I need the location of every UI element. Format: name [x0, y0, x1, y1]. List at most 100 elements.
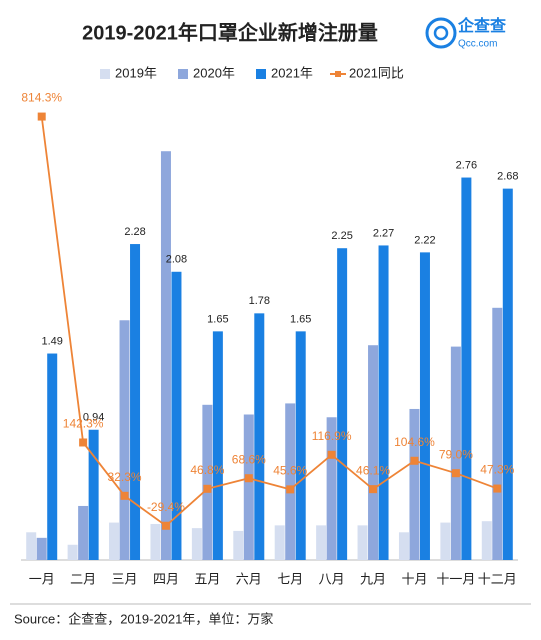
legend-swatch [178, 69, 188, 79]
bar [326, 417, 337, 560]
bar [47, 353, 58, 560]
data-label: 142.3% [63, 417, 104, 431]
bar [419, 252, 430, 560]
brand-name: 企查查 [457, 16, 506, 35]
data-label: 68.6% [232, 452, 266, 466]
data-label: 1.49 [41, 335, 62, 347]
bar [440, 522, 451, 560]
legend-label: 2021年 [271, 65, 313, 80]
bar [171, 271, 182, 560]
bar [285, 403, 296, 560]
line-marker [286, 485, 295, 494]
bar [78, 505, 89, 560]
line-marker [79, 438, 88, 447]
x-tick-label: 七月 [277, 571, 303, 586]
line-marker [493, 484, 502, 493]
data-label: 45.6% [273, 464, 307, 478]
chart-title: 2019-2021年口罩企业新增注册量 [82, 20, 378, 44]
data-label: 2.76 [456, 159, 477, 171]
line-marker [244, 474, 253, 483]
bar [212, 331, 223, 560]
bar [119, 320, 130, 560]
bar [254, 313, 265, 560]
x-tick-label: 一月 [29, 571, 55, 586]
data-label: 32.3% [108, 470, 142, 484]
logo-icon [425, 17, 457, 49]
data-label: 2.22 [414, 234, 435, 246]
line-marker [410, 456, 419, 465]
bar [492, 307, 503, 560]
legend-swatch [335, 71, 341, 77]
bar [502, 188, 513, 560]
logo-icon [433, 25, 449, 41]
line-marker [451, 469, 460, 478]
data-label: 116.9% [312, 429, 352, 443]
bar [150, 523, 161, 560]
data-label: 2.08 [166, 254, 187, 266]
x-tick-label: 三月 [112, 571, 138, 586]
logo: 企查查 Qcc.com [425, 16, 506, 50]
bar [368, 345, 379, 560]
x-tick-label: 六月 [236, 571, 262, 586]
x-tick-label: 十二月 [478, 571, 517, 586]
bar [316, 525, 327, 560]
line-marker [203, 484, 212, 493]
data-label: 104.6% [394, 435, 435, 449]
bar [88, 429, 99, 560]
bar [243, 414, 254, 560]
bar [36, 537, 47, 560]
line-marker [369, 485, 378, 494]
data-label: 2.68 [497, 171, 518, 183]
legend-label: 2020年 [193, 65, 235, 80]
line-marker [327, 450, 336, 459]
bar [67, 544, 78, 560]
data-label: 2.28 [124, 226, 145, 238]
x-tick-label: 九月 [360, 571, 386, 586]
data-label: 79.0% [439, 447, 473, 461]
line [40, 116, 498, 527]
bar [130, 244, 141, 561]
source-note: Source：企查查，2019-2021年，单位：万家 [14, 611, 273, 626]
line-marker [37, 112, 46, 121]
bar [191, 528, 202, 560]
bar [295, 331, 306, 560]
bar [109, 522, 120, 560]
bar [160, 151, 171, 560]
bar [357, 525, 368, 560]
data-label: 1.65 [207, 313, 228, 325]
data-label: 47.3% [480, 463, 514, 477]
bar [233, 530, 244, 560]
bar [450, 346, 461, 560]
legend-swatch [100, 69, 110, 79]
x-tick-label: 八月 [319, 571, 345, 586]
data-label: 2.25 [331, 230, 352, 242]
data-label: 814.3% [21, 91, 62, 105]
bar [409, 408, 420, 560]
bar [461, 177, 472, 561]
x-tick-label: 二月 [70, 571, 96, 586]
data-label: 1.65 [290, 313, 311, 325]
data-label: 46.1% [356, 463, 390, 477]
line-marker [120, 491, 129, 500]
x-tick-label: 四月 [153, 571, 179, 586]
legend-label: 2019年 [115, 65, 157, 80]
legend-label: 2021同比 [349, 65, 404, 80]
bar [481, 521, 492, 560]
legend-swatch [256, 69, 266, 79]
line-marker [161, 521, 170, 530]
bar [26, 532, 37, 560]
x-tick-label: 十一月 [436, 571, 475, 586]
brand-site: Qcc.com [458, 39, 497, 50]
data-label: 1.78 [249, 295, 270, 307]
bar [274, 525, 285, 560]
data-label: -29.4% [147, 500, 185, 514]
bar [398, 532, 409, 560]
data-label: 46.8% [190, 463, 224, 477]
x-tick-label: 十月 [401, 571, 427, 586]
bar [202, 404, 213, 560]
x-tick-label: 五月 [194, 571, 220, 586]
data-label: 2.27 [373, 227, 394, 239]
bar [378, 245, 389, 560]
data-label: 0.94 [83, 412, 104, 424]
